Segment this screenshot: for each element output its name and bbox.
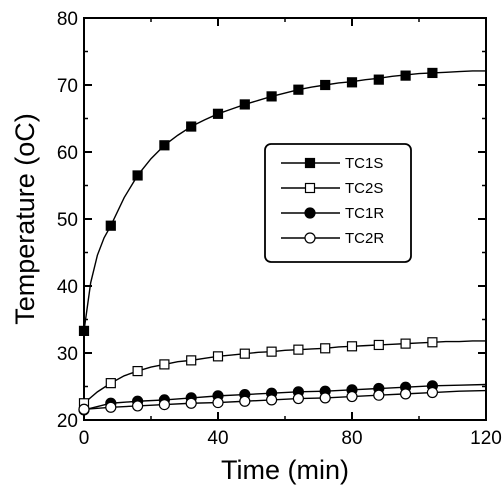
data-point-tc1s — [186, 121, 197, 132]
x-tick-label: 80 — [341, 428, 362, 449]
data-point-tc2s — [373, 339, 384, 351]
data-point-tc2s — [427, 337, 438, 348]
data-point-tc2r — [212, 396, 224, 409]
data-point-tc2s — [346, 341, 358, 352]
data-point-tc2s — [239, 348, 250, 359]
data-point-tc2s — [266, 346, 277, 357]
series-line-tc1r — [83, 383, 487, 411]
data-point-tc1s — [400, 70, 411, 81]
data-point-tc1s — [105, 220, 116, 231]
data-point-tc1s — [239, 99, 250, 110]
y-tick-label: 70 — [57, 76, 78, 97]
series-line-tc2s — [83, 340, 486, 404]
x-tick-label: 120 — [470, 428, 502, 449]
data-point-tc1s — [427, 67, 438, 79]
y-axis-title: Temperature (oC) — [10, 113, 40, 325]
legend-marker-filled-square — [304, 157, 316, 169]
x-axis-title: Time (min) — [221, 455, 349, 485]
legend-marker-open-square — [304, 182, 316, 194]
data-point-tc1s — [212, 108, 224, 119]
legend-item-tc2r: TC2R — [281, 230, 384, 247]
y-tick-label: 20 — [57, 411, 78, 432]
x-tick-label: 0 — [79, 428, 90, 449]
y-tick-label: 50 — [57, 210, 78, 231]
data-point-tc2s — [159, 359, 170, 370]
data-point-tc2r — [292, 392, 304, 405]
data-point-tc2r — [400, 388, 412, 400]
series-line-tc2r — [83, 389, 487, 410]
data-point-tc2r — [78, 403, 90, 415]
data-point-tc2r — [132, 400, 144, 412]
y-tick-label: 80 — [57, 9, 78, 30]
data-point-tc1s — [346, 77, 358, 88]
data-point-tc2r — [373, 389, 385, 401]
x-axis-ticks: 0 40 80 120 — [79, 18, 502, 449]
legend-label-tc1r: TC1R — [345, 205, 384, 222]
data-point-tc2r — [239, 395, 251, 407]
data-point-tc2s — [132, 365, 143, 377]
legend-marker-open-circle — [304, 232, 316, 244]
data-point-tc2r — [319, 392, 331, 404]
data-point-tc2r — [158, 398, 170, 411]
legend-label-tc1s: TC1S — [345, 155, 383, 172]
data-point-tc1s — [266, 91, 277, 102]
data-point-tc2s — [212, 351, 224, 362]
data-point-tc2s — [105, 378, 116, 389]
series-markers — [78, 67, 438, 416]
legend-label-tc2r: TC2R — [345, 230, 384, 247]
data-point-tc1s — [159, 140, 170, 151]
legend-box — [264, 143, 412, 263]
data-point-tc2r — [266, 394, 278, 406]
y-axis-ticks: 20 30 40 50 60 70 80 — [57, 9, 486, 432]
data-point-tc2r — [185, 397, 197, 409]
data-point-tc2s — [293, 344, 304, 355]
data-point-tc2s — [186, 355, 197, 366]
data-point-tc2s — [320, 343, 331, 354]
legend-item-tc1s: TC1S — [281, 155, 383, 172]
data-point-tc1s — [293, 84, 304, 95]
data-point-tc2r — [105, 401, 117, 413]
y-tick-label: 30 — [57, 344, 78, 365]
x-tick-label: 40 — [207, 428, 228, 449]
legend-item-tc2s: TC2S — [281, 180, 383, 197]
data-point-tc1s — [320, 79, 331, 91]
y-tick-label: 40 — [57, 277, 78, 298]
data-point-tc1s — [373, 74, 384, 85]
data-point-tc2s — [400, 338, 411, 349]
data-point-tc1s — [132, 170, 143, 181]
y-tick-label: 60 — [57, 143, 78, 164]
data-point-tc2r — [346, 390, 358, 403]
legend-marker-filled-circle — [304, 207, 316, 219]
legend-label-tc2s: TC2S — [345, 180, 383, 197]
data-point-tc2r — [426, 386, 438, 399]
legend-item-tc1r: TC1R — [281, 205, 384, 222]
data-point-tc1s — [78, 325, 90, 336]
legend: TC1S TC2S TC1R TC2R — [264, 143, 412, 263]
